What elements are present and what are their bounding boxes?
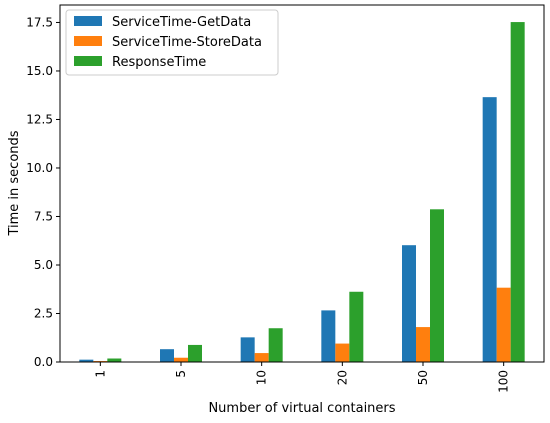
x-axis-label: Number of virtual containers (208, 401, 395, 416)
bar-responsetime-100 (510, 22, 525, 362)
legend-swatch-responsetime (74, 56, 102, 66)
x-tick-label: 50 (416, 370, 430, 385)
y-tick-label: 10.0 (26, 161, 53, 175)
y-tick-label: 12.5 (26, 112, 53, 126)
y-tick-label: 2.5 (34, 306, 53, 320)
bar-responsetime-10 (268, 328, 283, 362)
legend-label-responsetime: ResponseTime (112, 55, 206, 70)
x-tick-label: 20 (335, 370, 349, 385)
bar-servicetime-storedata-50 (416, 327, 430, 362)
bar-servicetime-getdata-1 (79, 359, 94, 362)
legend-swatch-servicetime-getdata (74, 16, 102, 26)
x-tick-label: 1 (93, 370, 107, 378)
bar-servicetime-getdata-10 (240, 337, 255, 362)
legend: ServiceTime-GetData ServiceTime-StoreData… (65, 9, 279, 76)
bar-servicetime-getdata-50 (402, 245, 416, 362)
bar-servicetime-getdata-100 (482, 97, 497, 362)
bar-servicetime-getdata-20 (321, 310, 336, 362)
bar-servicetime-storedata-10 (254, 353, 269, 362)
bar-responsetime-20 (349, 291, 364, 362)
y-tick-label: 17.5 (26, 15, 53, 29)
bar-responsetime-5 (188, 344, 202, 362)
plot-frame (59, 4, 545, 363)
y-axis-label: Time in seconds (7, 130, 22, 236)
y-tick-label: 5.0 (34, 258, 53, 272)
bar-responsetime-50 (430, 209, 444, 362)
x-tick-label: 5 (174, 370, 188, 378)
legend-label-servicetime-storedata: ServiceTime-StoreData (112, 35, 262, 50)
bar-servicetime-getdata-5 (160, 349, 174, 362)
bar-servicetime-storedata-100 (496, 287, 511, 362)
x-tick-label: 100 (497, 370, 511, 393)
bar-responsetime-1 (107, 358, 122, 362)
x-tick-label: 10 (255, 370, 269, 385)
y-tick-label: 15.0 (26, 64, 53, 78)
legend-label-servicetime-getdata: ServiceTime-GetData (112, 15, 251, 30)
bar-servicetime-storedata-20 (335, 343, 350, 362)
y-tick-label: 7.5 (34, 209, 53, 223)
legend-frame (65, 9, 279, 76)
bar-servicetime-storedata-5 (174, 357, 188, 362)
legend-swatch-servicetime-storedata (74, 36, 102, 46)
y-tick-label: 0.0 (34, 355, 53, 369)
